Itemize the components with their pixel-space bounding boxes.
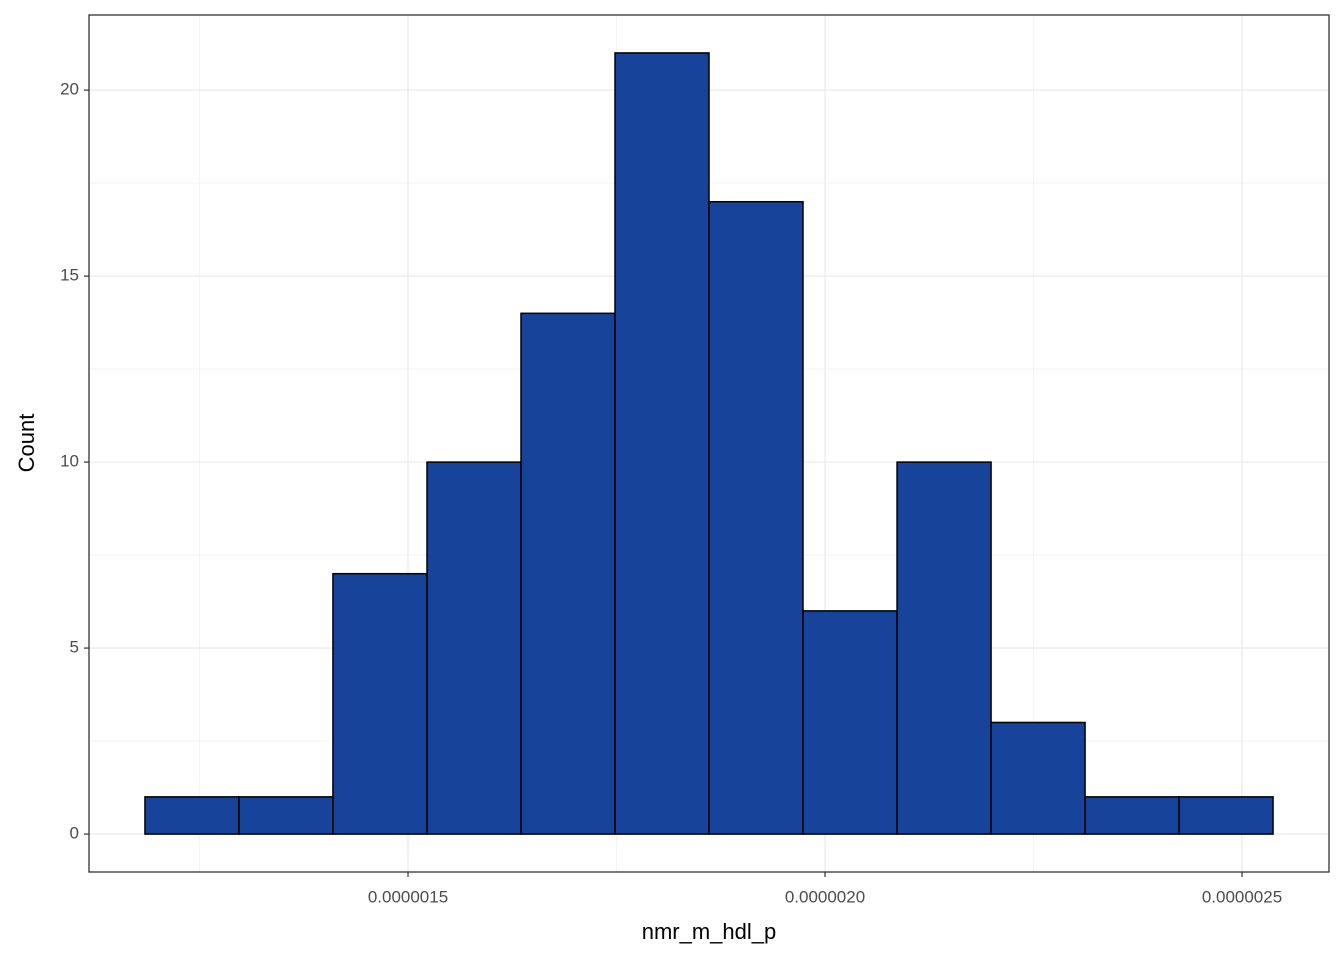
bar [238,796,334,835]
y-tick-label: 15 [60,266,79,285]
bar [802,610,898,835]
panel-border [88,14,1330,873]
bar [144,796,240,835]
x-tick-label: 0.0000020 [785,887,865,906]
bar [426,461,522,835]
bar [520,312,616,835]
bar [1084,796,1180,835]
y-tick-label: 10 [60,452,79,471]
bar [614,52,710,835]
bar [708,200,804,835]
y-axis-title: Count [14,414,39,473]
x-axis-title: nmr_m_hdl_p [642,919,777,944]
y-tick-label: 5 [70,638,79,657]
bar [896,461,992,835]
bar [990,721,1086,835]
y-tick-label: 20 [60,80,79,99]
x-tick-label: 0.0000015 [368,887,448,906]
y-tick-label: 0 [70,824,79,843]
x-tick-label: 0.0000025 [1202,887,1282,906]
bar [332,572,428,835]
bar [1178,796,1274,835]
